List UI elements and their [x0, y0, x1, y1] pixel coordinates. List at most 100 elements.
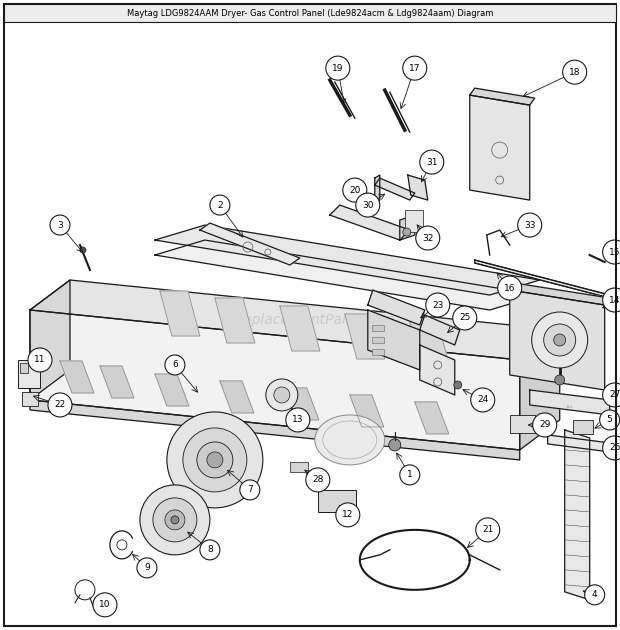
Circle shape — [403, 56, 427, 80]
Circle shape — [197, 442, 233, 478]
Bar — [22, 392, 38, 406]
Circle shape — [533, 413, 557, 437]
Text: 26: 26 — [609, 444, 620, 452]
Text: 10: 10 — [99, 600, 111, 609]
Polygon shape — [345, 314, 385, 359]
Text: 11: 11 — [34, 355, 46, 365]
Circle shape — [585, 585, 604, 605]
Bar — [510, 415, 534, 433]
Circle shape — [153, 498, 197, 542]
Circle shape — [200, 540, 220, 560]
Polygon shape — [350, 395, 384, 427]
Polygon shape — [529, 390, 609, 415]
Text: 6: 6 — [172, 360, 178, 369]
Text: 7: 7 — [247, 485, 253, 495]
Circle shape — [403, 228, 411, 236]
Circle shape — [207, 452, 223, 468]
Circle shape — [286, 408, 310, 432]
Polygon shape — [510, 290, 604, 390]
Circle shape — [389, 439, 401, 451]
Bar — [372, 337, 384, 343]
Circle shape — [518, 213, 542, 237]
Circle shape — [165, 510, 185, 530]
Bar — [20, 363, 28, 373]
Bar — [405, 210, 423, 232]
Polygon shape — [215, 298, 255, 343]
Circle shape — [266, 379, 298, 411]
Circle shape — [171, 516, 179, 524]
Circle shape — [28, 348, 52, 372]
Polygon shape — [30, 280, 70, 400]
Circle shape — [240, 480, 260, 500]
Circle shape — [498, 276, 521, 300]
Polygon shape — [470, 88, 534, 105]
Text: 22: 22 — [55, 401, 66, 410]
Circle shape — [476, 518, 500, 542]
Polygon shape — [547, 435, 609, 452]
Circle shape — [600, 410, 619, 430]
Circle shape — [453, 306, 477, 330]
Text: 19: 19 — [332, 64, 343, 72]
Text: 30: 30 — [362, 200, 373, 210]
Text: 2: 2 — [217, 200, 223, 210]
Polygon shape — [415, 402, 449, 434]
Polygon shape — [368, 310, 420, 370]
Circle shape — [183, 428, 247, 492]
Circle shape — [454, 381, 462, 389]
Text: 20: 20 — [349, 186, 360, 195]
Circle shape — [554, 334, 565, 346]
Circle shape — [400, 465, 420, 485]
Circle shape — [210, 195, 230, 215]
Text: 18: 18 — [569, 67, 580, 77]
Bar — [290, 462, 308, 472]
Text: 12: 12 — [342, 510, 353, 519]
Text: Maytag LDG9824AAM Dryer- Gas Control Panel (Lde9824acm & Ldg9824aam) Diagram: Maytag LDG9824AAM Dryer- Gas Control Pan… — [126, 9, 493, 18]
Text: 14: 14 — [609, 295, 620, 304]
Polygon shape — [200, 223, 300, 265]
Text: 25: 25 — [459, 314, 471, 323]
Text: 32: 32 — [422, 234, 433, 243]
Polygon shape — [155, 240, 539, 310]
Bar — [372, 349, 384, 355]
Circle shape — [80, 247, 86, 253]
Bar — [4, 4, 616, 22]
Polygon shape — [30, 310, 520, 450]
Text: 16: 16 — [504, 284, 515, 292]
Text: eReplacementParts.com: eReplacementParts.com — [225, 313, 394, 327]
Text: 17: 17 — [409, 64, 420, 72]
Bar — [573, 420, 593, 434]
Bar — [372, 325, 384, 331]
Circle shape — [140, 485, 210, 555]
Circle shape — [563, 60, 587, 84]
Polygon shape — [475, 260, 609, 298]
Polygon shape — [330, 205, 410, 240]
Text: 28: 28 — [312, 476, 324, 484]
Circle shape — [416, 226, 440, 250]
Circle shape — [306, 468, 330, 492]
Circle shape — [603, 436, 620, 460]
Text: 29: 29 — [539, 420, 551, 430]
Polygon shape — [374, 178, 415, 200]
Text: 31: 31 — [426, 158, 438, 166]
Polygon shape — [60, 361, 94, 393]
Polygon shape — [30, 400, 520, 460]
Polygon shape — [565, 430, 590, 600]
Text: LLL: LLL — [566, 405, 573, 409]
Polygon shape — [510, 283, 609, 305]
Text: 5: 5 — [607, 415, 613, 425]
Circle shape — [93, 593, 117, 617]
Circle shape — [532, 312, 588, 368]
Bar — [18, 360, 40, 388]
Polygon shape — [420, 345, 454, 395]
Polygon shape — [100, 366, 134, 398]
Polygon shape — [400, 215, 415, 240]
Polygon shape — [220, 381, 254, 413]
Circle shape — [343, 178, 367, 202]
Circle shape — [274, 387, 290, 403]
Polygon shape — [368, 290, 425, 325]
Circle shape — [165, 355, 185, 375]
Text: 4: 4 — [592, 590, 598, 599]
Circle shape — [426, 293, 450, 317]
Text: 24: 24 — [477, 396, 489, 404]
Text: 3: 3 — [57, 220, 63, 229]
